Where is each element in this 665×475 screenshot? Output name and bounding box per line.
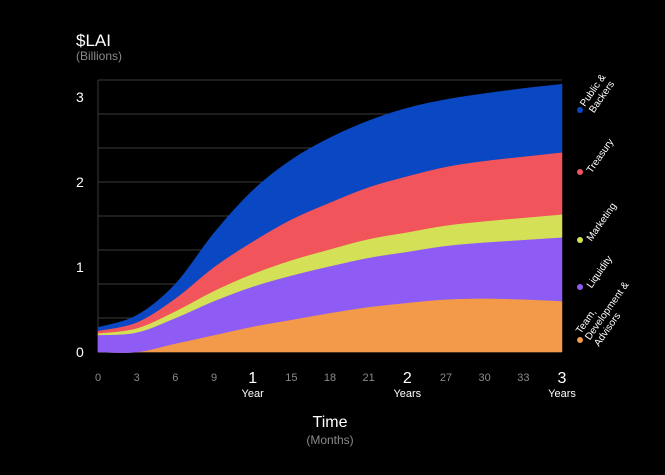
legend-swatch [577, 237, 583, 243]
area-public-backers [97, 83, 563, 332]
y-tick-label: 3 [76, 89, 84, 105]
legend-item: Treasury [577, 137, 616, 175]
legend-label: Treasury [585, 137, 616, 175]
legend: Public &Backers Treasury Marketing Liquidit… [574, 72, 631, 348]
x-tick-sublabel: Year [242, 388, 265, 400]
y-tick-label: 1 [76, 259, 84, 275]
legend-item: Marketing [577, 201, 619, 243]
legend-swatch [577, 284, 583, 290]
x-tick-sublabel: Years [548, 388, 576, 400]
x-tick-label: 30 [479, 372, 491, 384]
y-tick-label: 0 [76, 344, 84, 360]
legend-label: Liquidity [585, 254, 615, 290]
chart-subtitle: (Billions) [76, 49, 122, 63]
legend-item: Liquidity [577, 254, 615, 290]
x-tick-label: 15 [285, 372, 297, 384]
x-tick-sublabel: Years [393, 388, 421, 400]
x-tick-label: 3 [558, 370, 567, 387]
x-tick-label: 0 [95, 372, 101, 384]
legend-swatch [577, 337, 583, 343]
x-tick-label: 18 [324, 372, 336, 384]
legend-label: Public &Backers [578, 72, 617, 115]
legend-item: Public &Backers [577, 72, 617, 115]
y-tick-label: 2 [76, 174, 84, 190]
x-axis-sublabel: (Months) [306, 433, 353, 447]
x-tick-label: 9 [211, 372, 217, 384]
x-tick-label: 33 [517, 372, 529, 384]
x-tick-label: 1 [248, 370, 257, 387]
chart-title: $LAI [76, 31, 111, 50]
legend-swatch [577, 169, 583, 175]
x-tick-label: 27 [440, 372, 452, 384]
y-axis-ticks: 0 1 2 3 [76, 89, 84, 360]
stacked-areas [97, 83, 563, 353]
x-tick-label: 21 [363, 372, 375, 384]
x-tick-label: 6 [172, 372, 178, 384]
x-tick-label: 3 [134, 372, 140, 384]
x-axis-label: Time [313, 414, 348, 431]
legend-swatch [577, 107, 583, 113]
legend-label: Marketing [585, 201, 619, 243]
x-tick-label: 2 [403, 370, 412, 387]
